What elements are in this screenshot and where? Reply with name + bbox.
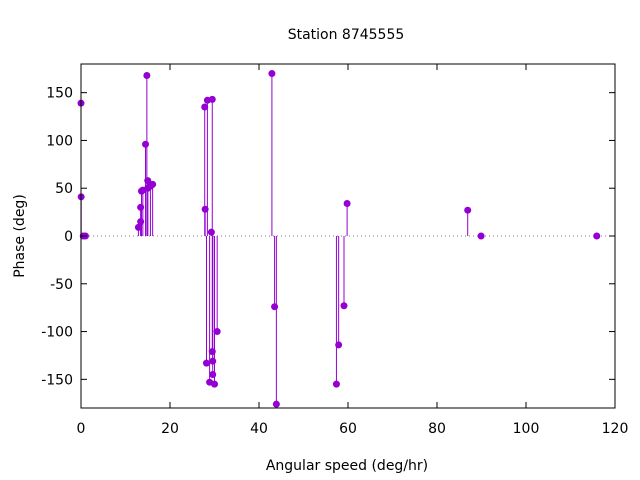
y-tick-label: 50 bbox=[55, 181, 73, 197]
y-tick-label: -50 bbox=[50, 277, 73, 293]
chart-title: Station 8745555 bbox=[288, 27, 405, 43]
y-tick-label: 0 bbox=[64, 229, 73, 245]
data-point bbox=[209, 357, 217, 365]
data-point bbox=[477, 232, 485, 240]
data-point bbox=[211, 380, 218, 388]
tick-layer: 0 20 40 60 80 100 120 -150 -100 -50 0 50 100 150 bbox=[41, 64, 628, 437]
data-point bbox=[268, 70, 276, 78]
y-tick-label: 100 bbox=[46, 133, 73, 149]
x-axis-label: Angular speed (deg/hr) bbox=[266, 458, 428, 474]
x-tick-label: 80 bbox=[428, 421, 446, 437]
data-point bbox=[202, 359, 210, 367]
data-point bbox=[144, 177, 152, 185]
data-point bbox=[208, 95, 216, 103]
data-point bbox=[272, 400, 280, 408]
data-point bbox=[213, 328, 221, 336]
x-tick-label: 60 bbox=[339, 421, 357, 437]
data-point bbox=[593, 232, 601, 240]
data-point bbox=[343, 200, 351, 208]
y-tick-label: -150 bbox=[41, 372, 73, 388]
data-point bbox=[335, 341, 343, 349]
impulse-layer bbox=[80, 73, 469, 405]
x-tick-label: 0 bbox=[77, 421, 86, 437]
data-point bbox=[207, 228, 215, 236]
data-point bbox=[149, 180, 157, 188]
y-axis-label: Phase (deg) bbox=[12, 194, 28, 278]
data-point bbox=[142, 140, 150, 148]
y-tick-label: -100 bbox=[41, 325, 73, 341]
data-point bbox=[208, 348, 216, 356]
data-point bbox=[137, 218, 145, 226]
x-tick-label: 100 bbox=[513, 421, 540, 437]
data-point bbox=[201, 205, 209, 213]
data-point bbox=[464, 206, 472, 214]
x-tick-label: 40 bbox=[250, 421, 268, 437]
x-tick-label: 120 bbox=[602, 421, 629, 437]
data-point bbox=[271, 303, 279, 311]
data-point bbox=[332, 380, 340, 388]
x-tick-label: 20 bbox=[161, 421, 179, 437]
data-point bbox=[137, 203, 145, 211]
data-point bbox=[340, 302, 348, 310]
data-point bbox=[143, 71, 151, 79]
data-point bbox=[134, 223, 142, 231]
data-point bbox=[201, 103, 209, 111]
data-point bbox=[209, 371, 217, 379]
y-tick-label: 150 bbox=[46, 86, 73, 102]
